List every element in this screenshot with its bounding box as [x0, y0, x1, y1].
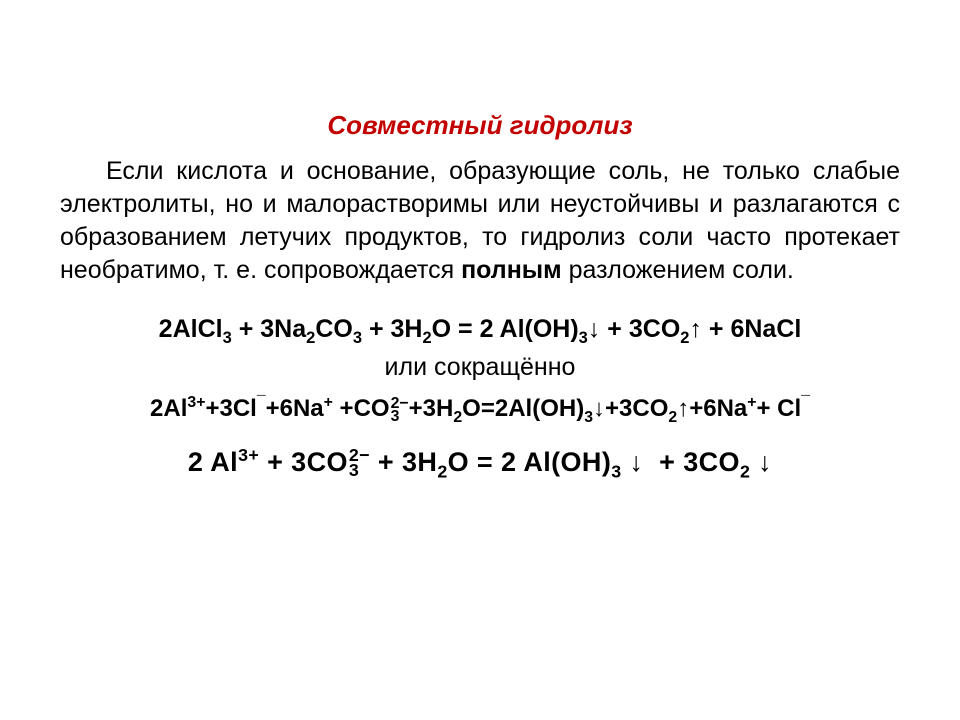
coef: 3: [402, 447, 417, 477]
coef: 2: [495, 395, 508, 422]
sub: 2: [437, 461, 447, 481]
charge: +: [747, 394, 756, 411]
down-arrow-icon: ↓: [588, 315, 601, 343]
charge: ¯: [801, 394, 810, 411]
sub: 2: [422, 329, 431, 347]
up-arrow-icon: ↑: [689, 315, 702, 343]
down-arrow-icon: ↓: [758, 447, 772, 477]
coef: 3: [619, 395, 632, 422]
down-arrow-icon: ↓: [629, 447, 643, 477]
coef: 2: [188, 447, 210, 477]
coef: 3: [629, 315, 643, 343]
sub: 2: [668, 409, 677, 426]
equation-full-ionic: 2Al3++3Cl¯+6Na+ +CO2−3+3H2O=2Al(OH)3↓+3C…: [60, 392, 900, 427]
slide: Совместный гидролиз Если кислота и основ…: [0, 0, 960, 720]
charge: ¯: [257, 394, 266, 411]
equation-net-ionic: 2 Al3+ + 3CO2−3 + 3H2O = 2 Al(OH)3 ↓ + 3…: [60, 443, 900, 482]
coef: 6: [730, 315, 744, 343]
sub: 3: [584, 409, 593, 426]
sub: 2: [306, 329, 315, 347]
charge: +: [324, 394, 333, 411]
coef: 3: [391, 315, 405, 343]
coef: 3: [423, 395, 436, 422]
para-emph: полным: [461, 256, 562, 284]
sub: 2: [740, 461, 750, 481]
sub: 2: [453, 409, 462, 426]
mid-text: или сокращённо: [60, 353, 900, 382]
intro-paragraph: Если кислота и основание, образующие сол…: [60, 155, 900, 287]
coef: 2: [480, 315, 500, 343]
carbonate-ion-icon: 2−3: [349, 448, 370, 478]
down-arrow-icon: ↓: [593, 395, 605, 422]
coef: 3: [291, 447, 306, 477]
sub: 3: [611, 461, 621, 481]
charge: 3+: [187, 394, 205, 411]
sub: 3: [223, 329, 232, 347]
carbonate-ion-icon: 2−3: [391, 397, 409, 424]
coef: 6: [280, 395, 293, 422]
para-tail: разложением соли.: [562, 256, 794, 284]
coef: 2: [501, 447, 523, 477]
coef: 2: [150, 395, 163, 422]
up-arrow-icon: ↑: [677, 395, 689, 422]
charge: 3+: [238, 445, 259, 465]
sub: 3: [579, 329, 588, 347]
coef: 3: [260, 315, 274, 343]
coef: 2: [159, 315, 173, 343]
slide-title: Совместный гидролиз: [60, 110, 900, 141]
coef: 3: [683, 447, 698, 477]
sub: 3: [353, 329, 362, 347]
equation-molecular: 2AlCl3 + 3Na2CO3 + 3H2O = 2 Al(OH)3↓ + 3…: [60, 311, 900, 347]
coef: 6: [703, 395, 716, 422]
coef: 3: [219, 395, 232, 422]
